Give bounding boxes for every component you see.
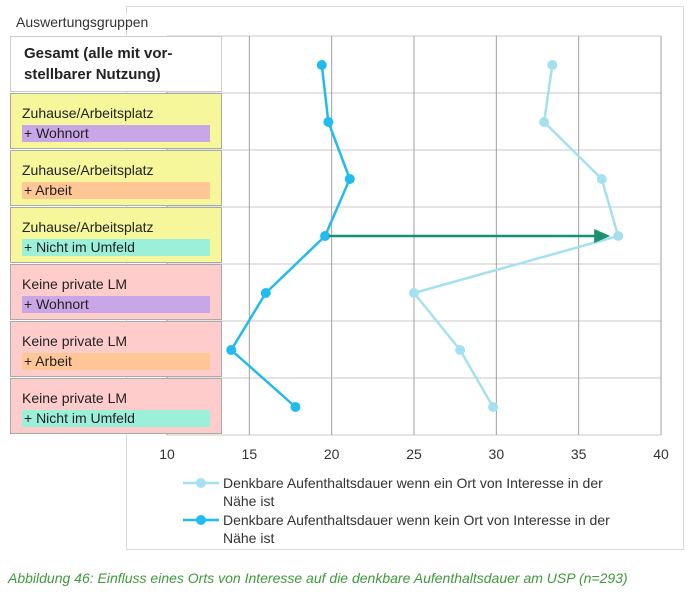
group-header: Auswertungsgruppen	[14, 14, 151, 30]
x-tick-label: 15	[242, 446, 258, 462]
annotation-arrow-head	[594, 229, 611, 243]
data-point	[316, 60, 327, 70]
group-label-line2: + Nicht im Umfeld	[22, 239, 210, 256]
data-point	[455, 345, 466, 355]
legend-marker-0	[196, 478, 206, 488]
data-point	[596, 174, 607, 184]
group-label-line2: + Nicht im Umfeld	[22, 410, 210, 427]
legend-marker-1	[196, 515, 206, 525]
x-tick-label: 10	[159, 446, 175, 462]
x-tick-label: 25	[406, 446, 422, 462]
legend-label-0: Denkbare Aufenthaltsdauer wenn ein Ort v…	[223, 475, 603, 509]
x-tick-label: 35	[571, 446, 587, 462]
group-total: Gesamt (alle mit vor- stellbarer Nutzung…	[10, 36, 222, 92]
data-point	[613, 231, 624, 241]
data-point	[290, 402, 301, 412]
group-total-line1: Gesamt (alle mit vor-	[24, 45, 173, 62]
group-label-line1: Zuhause/Arbeitsplatz	[22, 105, 154, 121]
data-point	[409, 288, 419, 298]
group-total-line2: stellbarer Nutzung)	[24, 66, 161, 83]
group-label-line2: + Wohnort	[22, 125, 210, 142]
group-label-line1: Zuhause/Arbeitsplatz	[22, 162, 154, 178]
data-point	[344, 174, 355, 184]
group-label-line1: Keine private LM	[22, 390, 128, 406]
data-point	[226, 345, 237, 355]
group-box: Zuhause/Arbeitsplatz + Wohnort	[10, 93, 222, 149]
legend-label-1: Denkbare Aufenthaltsdauer wenn kein Ort …	[223, 512, 610, 546]
data-point	[547, 60, 558, 70]
data-point	[488, 402, 499, 412]
group-label-line1: Keine private LM	[22, 333, 128, 349]
data-point	[539, 117, 550, 127]
group-box: Keine private LM + Arbeit	[10, 321, 222, 377]
group-label-line1: Zuhause/Arbeitsplatz	[22, 219, 154, 235]
group-label-line2: + Arbeit	[22, 182, 210, 199]
group-label-line1: Keine private LM	[22, 276, 128, 292]
data-point	[320, 231, 331, 241]
x-tick-label: 20	[324, 446, 340, 462]
group-box: Keine private LM + Wohnort	[10, 264, 222, 320]
data-point	[323, 117, 334, 127]
group-box: Zuhause/Arbeitsplatz + Nicht im Umfeld	[10, 207, 222, 263]
data-point	[260, 288, 271, 298]
x-tick-label: 30	[489, 446, 505, 462]
x-tick-label: 40	[653, 446, 669, 462]
group-label-line2: + Wohnort	[22, 296, 210, 313]
group-label-line2: + Arbeit	[22, 353, 210, 370]
group-box: Zuhause/Arbeitsplatz + Arbeit	[10, 150, 222, 206]
group-box: Keine private LM + Nicht im Umfeld	[10, 378, 222, 434]
figure-caption: Abbildung 46: Einfluss eines Orts von In…	[8, 570, 628, 586]
